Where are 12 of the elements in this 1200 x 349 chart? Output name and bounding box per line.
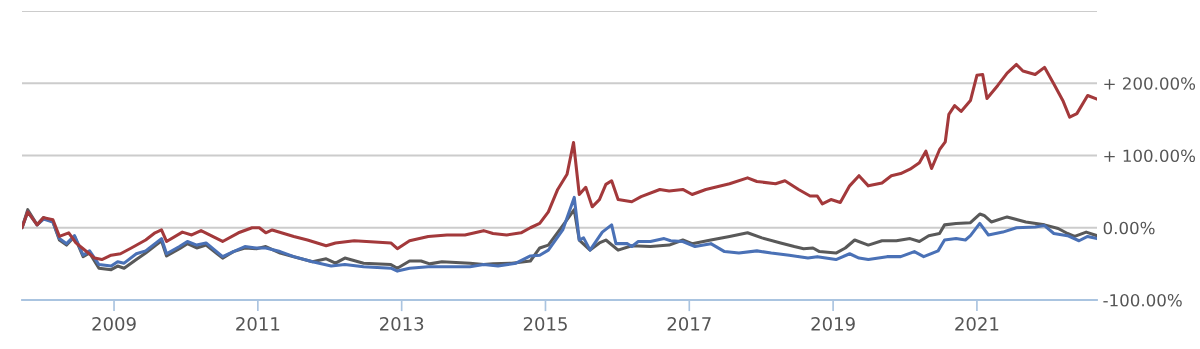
x-tick-label: 2013 xyxy=(380,316,424,331)
line-series xyxy=(22,62,1097,262)
y-tick-label: + 200.00% xyxy=(1104,77,1196,90)
x-tick-label: 2019 xyxy=(811,316,855,331)
x-tick-label: 2021 xyxy=(955,316,999,331)
y-tick-label: 0.00% xyxy=(1103,221,1155,235)
x-tick-label: 2011 xyxy=(236,316,280,331)
x-tick-label: 2009 xyxy=(92,316,136,331)
y-tick-label: -100.00% xyxy=(1103,293,1182,307)
x-tick-label: 2017 xyxy=(667,316,711,331)
x-tick-label: 2015 xyxy=(523,316,567,331)
y-tick-label: + 100.00% xyxy=(1104,149,1196,163)
